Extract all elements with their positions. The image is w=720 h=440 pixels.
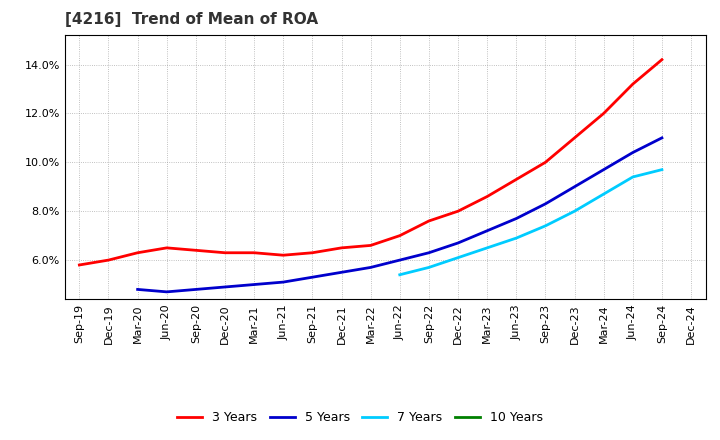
Text: [4216]  Trend of Mean of ROA: [4216] Trend of Mean of ROA [65,12,318,27]
Legend: 3 Years, 5 Years, 7 Years, 10 Years: 3 Years, 5 Years, 7 Years, 10 Years [172,407,548,429]
